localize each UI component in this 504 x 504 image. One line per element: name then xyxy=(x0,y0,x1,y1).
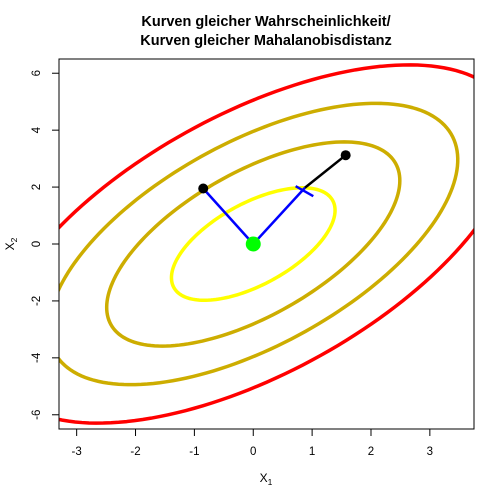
x-axis: -3 -2 -1 0 1 2 3 xyxy=(72,428,433,458)
y-tick-label: 0 xyxy=(31,241,43,247)
x-tick-label: -3 xyxy=(72,446,82,458)
center-point xyxy=(245,236,261,252)
x-axis-label: X1 xyxy=(260,471,273,487)
contour-ellipse-1 xyxy=(169,185,337,303)
x-tick-label: 0 xyxy=(250,446,256,458)
contour-ellipse-2 xyxy=(104,140,402,348)
y-axis-label: X2 xyxy=(3,237,19,250)
x-tick-label: 1 xyxy=(309,446,315,458)
y-axis: -6 -4 -2 0 2 4 6 xyxy=(31,70,60,420)
contour-ellipse-4 xyxy=(59,63,474,425)
y-tick-label: 4 xyxy=(31,126,43,133)
y-tick-label: -2 xyxy=(31,296,43,306)
distance-segment-4 xyxy=(295,185,314,198)
contour-ellipse-3 xyxy=(59,101,460,387)
data-point-2 xyxy=(340,150,351,161)
plot-frame xyxy=(58,58,475,430)
y-tick-label: -6 xyxy=(31,410,43,420)
chart-title-line-1: Kurven gleicher Wahrscheinlichkeit/ xyxy=(141,14,390,30)
y-tick-label: 6 xyxy=(31,70,43,76)
distance-segment-3 xyxy=(304,154,347,189)
y-tick-label: -4 xyxy=(31,352,43,363)
x-tick-label: 3 xyxy=(427,446,433,458)
distance-segment-2 xyxy=(252,186,306,245)
data-point-1 xyxy=(198,183,209,194)
plot-area xyxy=(59,63,474,425)
distance-segment-1 xyxy=(202,187,255,245)
x-tick-label: -2 xyxy=(130,446,140,458)
x-tick-label: -1 xyxy=(189,446,199,458)
y-tick-label: 2 xyxy=(31,184,43,190)
chart-title-line-2: Kurven gleicher Mahalanobisdistanz xyxy=(140,33,391,49)
x-tick-label: 2 xyxy=(368,446,374,458)
